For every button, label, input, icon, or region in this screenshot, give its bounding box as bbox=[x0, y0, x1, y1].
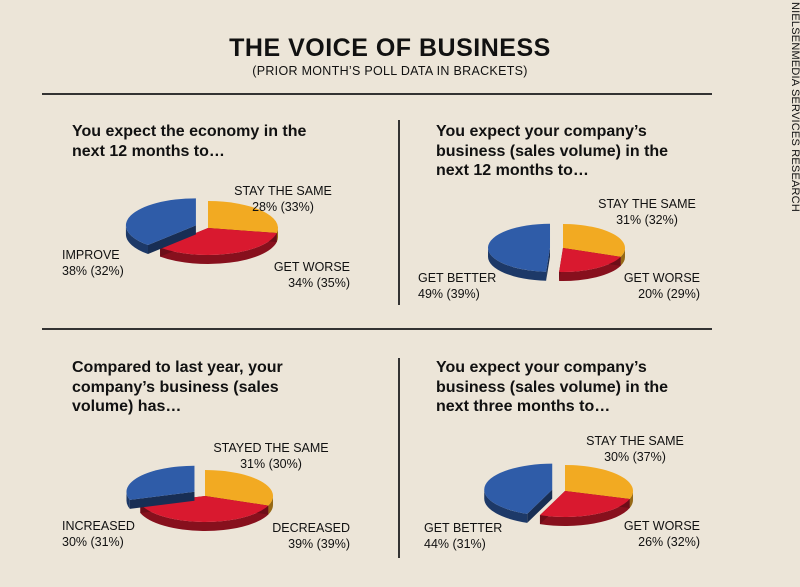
chart-1-label-same-value: 28% (33%) bbox=[252, 200, 314, 214]
chart-3-slice-side-increased bbox=[126, 491, 130, 509]
chart-2-label-same-value: 31% (32%) bbox=[616, 213, 678, 227]
chart-1-slice-get-worse bbox=[160, 228, 277, 255]
chart-1-label-improve: IMPROVE 38% (32%) bbox=[62, 247, 172, 279]
chart-1-slice-stay-the-same bbox=[208, 201, 278, 234]
chart-4-slice-get-worse bbox=[539, 491, 630, 517]
chart-3-slice-edge-increased-0 bbox=[129, 491, 195, 509]
chart-3-label-decreased-value: 39% (39%) bbox=[288, 537, 350, 551]
chart-3-label-same: STAYED THE SAME 31% (30%) bbox=[206, 440, 336, 472]
chart-4-label-same-category: STAY THE SAME bbox=[586, 434, 684, 448]
chart-3-slice-side-decreased bbox=[140, 504, 269, 531]
chart-4-label-worse: GET WORSE 26% (32%) bbox=[580, 518, 700, 550]
chart-2-label-worse-value: 20% (29%) bbox=[638, 287, 700, 301]
chart-4-slice-get-better bbox=[484, 463, 553, 514]
chart-2-slice-side-stay-the-same bbox=[620, 248, 625, 266]
chart-4-slice-edge-get-better-0 bbox=[527, 489, 553, 523]
chart-3-slice-increased bbox=[126, 465, 195, 500]
chart-2-slice-stay-the-same bbox=[563, 224, 625, 257]
chart-1-label-same-category: STAY THE SAME bbox=[234, 184, 332, 198]
chart-1-label-worse-value: 34% (35%) bbox=[288, 276, 350, 290]
chart-2-label-same-category: STAY THE SAME bbox=[598, 197, 696, 211]
middle-divider bbox=[42, 328, 712, 330]
chart-2-slice-side-get-worse bbox=[559, 256, 621, 281]
chart-4-question: You expect your company’s business (sale… bbox=[436, 359, 669, 415]
chart-1-label-improve-category: IMPROVE bbox=[62, 248, 120, 262]
chart-2-label-better: GET BETTER 49% (39%) bbox=[418, 270, 528, 302]
chart-4-label-same: STAY THE SAME 30% (37%) bbox=[570, 433, 700, 465]
chart-2-question: You expect your company’s business (sale… bbox=[436, 123, 669, 179]
source-credit: NIELSENMEDIA SERVICES RESEARCH bbox=[789, 2, 800, 212]
chart-1-label-same: STAY THE SAME 28% (33%) bbox=[218, 183, 348, 215]
chart-3-label-same-category: STAYED THE SAME bbox=[213, 441, 329, 455]
chart-3-label-same-value: 31% (30%) bbox=[240, 457, 302, 471]
chart-3-slice-side-stayed-the-same bbox=[268, 496, 273, 515]
chart-1-pie-group bbox=[125, 198, 278, 264]
chart-2-slice-edge-get-better-0 bbox=[546, 247, 551, 281]
column-divider-top bbox=[398, 120, 400, 305]
column-divider-bottom bbox=[398, 358, 400, 558]
chart-4-label-better: GET BETTER 44% (31%) bbox=[424, 520, 534, 552]
chart-4-slice-side-get-worse bbox=[539, 499, 630, 526]
chart-3-question: Compared to last year, your company’s bu… bbox=[72, 359, 283, 415]
chart-2-label-better-value: 49% (39%) bbox=[418, 287, 480, 301]
chart-1-label-improve-value: 38% (32%) bbox=[62, 264, 124, 278]
chart-4-label-same-value: 30% (37%) bbox=[604, 450, 666, 464]
chart-1-question: You expect the economy in the next 12 mo… bbox=[72, 123, 307, 160]
page-subtitle: (PRIOR MONTH’S POLL DATA IN BRACKETS) bbox=[252, 64, 528, 78]
chart-2-label-better-category: GET BETTER bbox=[418, 271, 497, 285]
chart-2-label-worse: GET WORSE 20% (29%) bbox=[580, 270, 700, 302]
chart-3-label-increased: INCREASED 30% (31%) bbox=[62, 518, 172, 550]
chart-2-label-same: STAY THE SAME 31% (32%) bbox=[582, 196, 712, 228]
chart-3-label-decreased-category: DECREASED bbox=[272, 521, 350, 535]
chart-1-slice-edge-improve-0 bbox=[147, 225, 196, 255]
chart-1-slice-side-get-worse bbox=[160, 233, 277, 264]
page-title: THE VOICE OF BUSINESS bbox=[229, 34, 551, 62]
chart-2-label-worse-category: GET WORSE bbox=[623, 271, 700, 285]
chart-4-pie-group bbox=[484, 463, 633, 526]
chart-1-slice-side-improve bbox=[125, 225, 148, 255]
chart-3-label-decreased: DECREASED 39% (39%) bbox=[230, 520, 350, 552]
chart-3-label-increased-value: 30% (31%) bbox=[62, 535, 124, 549]
chart-2-slice-side-get-better bbox=[488, 247, 547, 281]
chart-3-pie-group bbox=[126, 465, 273, 531]
chart-1-slice-side-stay-the-same bbox=[276, 228, 278, 243]
chart-4-label-worse-value: 26% (32%) bbox=[638, 535, 700, 549]
chart-1-slice-improve bbox=[125, 198, 196, 246]
chart-4-slice-stay-the-same bbox=[565, 465, 633, 500]
chart-4-label-better-value: 44% (31%) bbox=[424, 537, 486, 551]
chart-2-pie-group bbox=[488, 223, 625, 281]
chart-4-slice-side-get-better bbox=[484, 489, 528, 523]
chart-3-label-increased-category: INCREASED bbox=[62, 519, 135, 533]
chart-2-slice-get-better bbox=[488, 223, 551, 272]
chart-4-slice-side-stay-the-same bbox=[629, 491, 633, 509]
chart-1-label-worse-category: GET WORSE bbox=[273, 260, 350, 274]
chart-4-label-better-category: GET BETTER bbox=[424, 521, 503, 535]
chart-3-slice-stayed-the-same bbox=[205, 470, 273, 506]
chart-4-label-worse-category: GET WORSE bbox=[623, 519, 700, 533]
chart-2-slice-get-worse bbox=[559, 248, 621, 272]
top-divider bbox=[42, 93, 712, 95]
chart-1-label-worse: GET WORSE 34% (35%) bbox=[230, 259, 350, 291]
